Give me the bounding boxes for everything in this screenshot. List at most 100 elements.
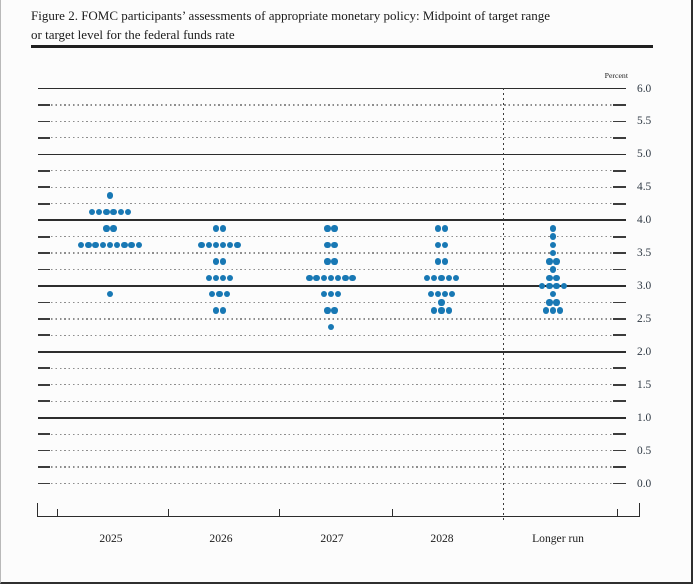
dot: [227, 241, 234, 249]
dot: [441, 241, 449, 249]
y-axis-tick-left: [38, 334, 50, 337]
dot: [219, 307, 227, 314]
y-axis-label: 5.5: [637, 115, 652, 128]
y-axis-tick-right: [613, 136, 626, 139]
dot: [110, 208, 117, 216]
dot: [128, 241, 135, 249]
y-axis-tick-right: [613, 169, 626, 172]
dot: [557, 307, 564, 314]
y-axis-tick-left: [38, 318, 50, 320]
dot: [331, 307, 338, 314]
gridline-major: [38, 87, 626, 90]
dot: [423, 274, 431, 281]
gridline-major: [38, 219, 626, 222]
dot: [219, 225, 227, 232]
dot: [88, 208, 96, 216]
dot: [546, 258, 553, 265]
y-axis-tick-left: [38, 136, 50, 139]
dot: [121, 241, 128, 249]
y-axis-label: 0.0: [637, 477, 652, 490]
dot: [549, 241, 557, 249]
gridline-minor: [51, 120, 613, 123]
gridline-major: [38, 153, 626, 156]
y-axis-tick-right: [613, 235, 626, 238]
gridline-minor: [51, 400, 613, 402]
y-axis-label: 4.5: [637, 181, 652, 194]
gridline-minor: [51, 367, 613, 369]
gridline-minor: [51, 252, 613, 254]
dot: [449, 291, 456, 298]
dot: [110, 225, 117, 232]
y-axis-tick-left: [38, 186, 50, 189]
y-axis-tick-left: [38, 169, 50, 172]
title-rule: [31, 45, 653, 48]
y-axis-tick-left: [38, 433, 50, 436]
dot: [349, 274, 356, 281]
x-axis-label-2025: 2025: [99, 532, 123, 545]
y-axis-tick-left: [38, 104, 50, 106]
dot: [85, 241, 92, 249]
y-axis-tick-right: [613, 186, 626, 189]
y-axis-tick-left: [38, 301, 50, 304]
dot: [103, 225, 110, 232]
dot: [306, 274, 313, 281]
dot: [438, 274, 445, 281]
dot: [438, 307, 445, 314]
dot: [331, 241, 338, 249]
y-axis-tick-left: [38, 252, 50, 254]
dot: [212, 274, 220, 281]
dot: [441, 291, 449, 298]
dot: [212, 307, 220, 314]
figure-title-line1: Figure 2. FOMC participants’ assessments…: [31, 8, 551, 23]
x-axis-label-longer-run: Longer run: [532, 532, 584, 545]
y-axis-tick-right: [613, 120, 626, 123]
y-axis-tick-right: [613, 367, 626, 370]
x-axis-label-2027: 2027: [320, 532, 344, 545]
y-axis-label: 3.5: [637, 247, 652, 260]
dot: [553, 299, 560, 306]
dot: [438, 299, 445, 306]
dot: [324, 241, 331, 249]
x-axis-bracket: [37, 502, 39, 516]
x-axis-label-2028: 2028: [430, 532, 454, 545]
y-axis-unit-label: Percent: [604, 71, 628, 80]
y-axis-tick-left: [38, 235, 50, 238]
dot: [212, 241, 220, 249]
dot: [327, 323, 335, 331]
y-axis-tick-left: [38, 268, 50, 271]
dot: [117, 208, 124, 216]
dot: [219, 258, 227, 265]
gridline-minor: [51, 186, 613, 188]
dot: [335, 291, 342, 298]
dot: [331, 225, 338, 232]
dot: [546, 282, 553, 290]
x-axis-line: [37, 515, 640, 518]
dot: [103, 208, 110, 216]
gridline-minor: [51, 137, 613, 139]
y-axis-label: 3.0: [637, 280, 652, 292]
dot: [106, 291, 114, 298]
dot: [320, 291, 327, 298]
dot: [234, 241, 241, 249]
y-axis-label: 1.0: [637, 411, 652, 424]
dot: [198, 241, 205, 249]
gridline-minor: [51, 482, 613, 485]
dot: [96, 208, 103, 216]
dot: [219, 274, 227, 281]
dot: [114, 241, 121, 249]
y-axis-tick-left: [38, 202, 50, 205]
dot: [441, 258, 449, 265]
gridline-major: [38, 416, 626, 419]
gridline-minor: [51, 203, 613, 205]
y-axis-tick-right: [613, 400, 626, 403]
dot: [427, 291, 434, 298]
gridline-major: [38, 350, 626, 353]
y-axis-tick-left: [38, 367, 50, 370]
dot: [209, 291, 216, 298]
dot: [106, 241, 114, 249]
dot: [342, 274, 349, 281]
x-axis-tick: [392, 508, 394, 516]
dot: [313, 274, 320, 281]
y-axis-tick-left: [38, 449, 50, 452]
dot: [219, 241, 227, 249]
